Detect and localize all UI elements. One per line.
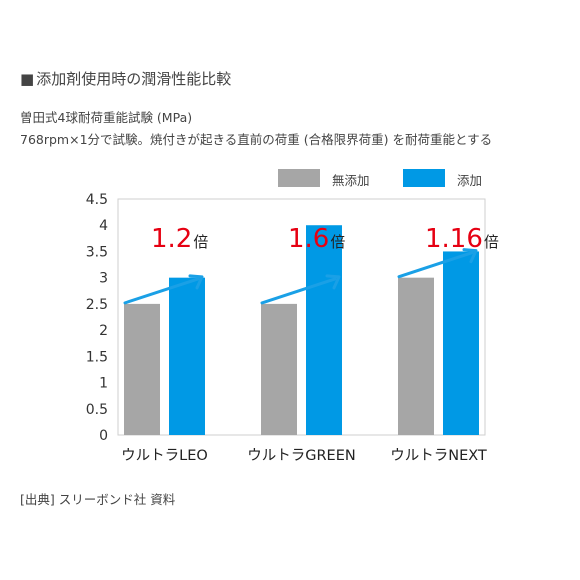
ratio-annotation: 1.2倍: [151, 224, 208, 254]
heading-marker: ■: [20, 70, 35, 88]
ratio-annotation: 1.16倍: [425, 224, 499, 254]
y-tick-label: 3: [99, 271, 108, 287]
y-tick-label: 2.5: [86, 297, 108, 313]
test-method-line: 曽田式4球耐荷重能試験 (MPa): [20, 110, 193, 125]
increase-arrow-head: [325, 274, 341, 290]
y-tick-label: 0.5: [86, 402, 108, 418]
increase-arrow-line: [397, 251, 474, 279]
increase-arrow-line: [260, 277, 337, 305]
legend-swatch-additive: [403, 169, 445, 187]
x-category-label: ウルトラLEO: [121, 447, 208, 464]
legend-label-additive: 添加: [457, 173, 483, 188]
y-tick-label: 0: [99, 428, 108, 444]
chart-heading: ■ 添加剤使用時の潤滑性能比較: [20, 68, 231, 89]
y-tick-label: 4.5: [86, 192, 108, 208]
x-category-label: ウルトラGREEN: [247, 447, 355, 464]
bar-additive-green: [306, 225, 342, 435]
heading-text: 添加剤使用時の潤滑性能比較: [36, 70, 232, 88]
bar-additive-leo: [169, 277, 205, 435]
test-description-line: 768rpm×1分で試験。焼付きが起きる直前の荷重 (合格限界荷重) を耐荷重能…: [20, 132, 493, 147]
bar-no-additive-green: [261, 303, 297, 435]
y-tick-label: 4: [99, 218, 108, 234]
bar-no-additive-leo: [124, 303, 160, 435]
legend-label-no-additive: 無添加: [332, 173, 370, 188]
legend-swatch-no-additive: [278, 169, 320, 187]
y-tick-label: 2: [99, 323, 108, 339]
ratio-annotation: 1.6倍: [288, 224, 345, 254]
bar-no-additive-next: [398, 277, 434, 435]
plot-area: [117, 198, 486, 436]
increase-arrow-head: [462, 248, 478, 264]
bar-additive-next: [443, 251, 479, 435]
y-tick-label: 1: [99, 376, 108, 392]
source-note: [出典] スリーボンド社 資料: [20, 492, 176, 507]
increase-arrow-line: [123, 277, 200, 305]
increase-arrow-head: [188, 274, 204, 290]
y-tick-label: 3.5: [86, 244, 108, 260]
y-tick-label: 1.5: [86, 349, 108, 365]
x-category-label: ウルトラNEXT: [390, 447, 487, 464]
